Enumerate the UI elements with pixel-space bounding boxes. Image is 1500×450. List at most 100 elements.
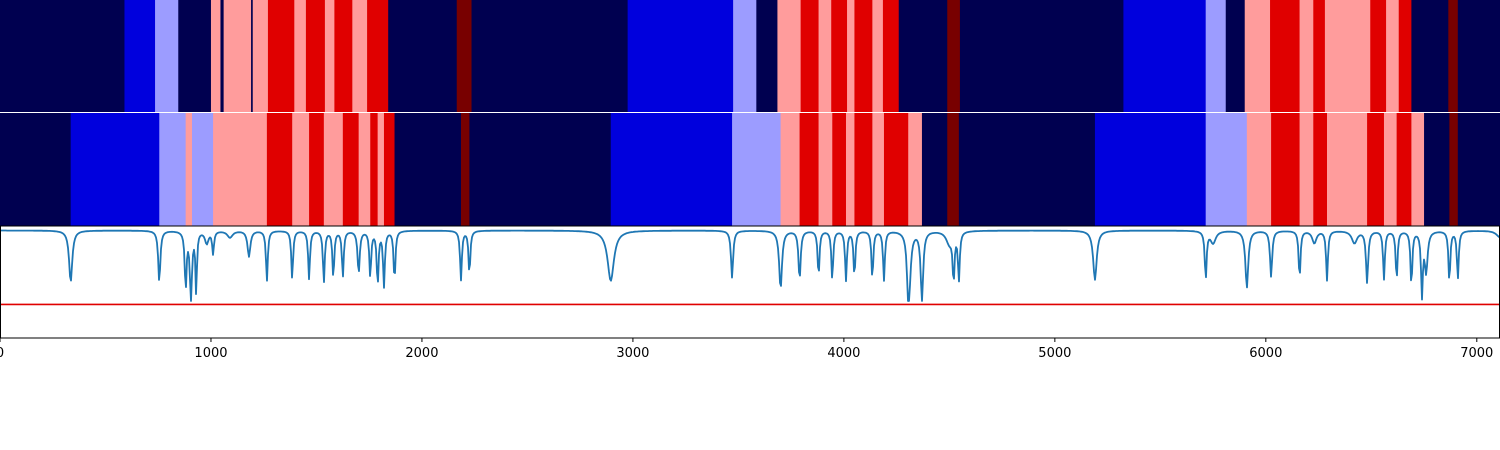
x-tick-label: 5000 (1038, 346, 1071, 361)
segment-light-blue (1205, 113, 1248, 226)
segment-dark-red (1449, 113, 1459, 226)
segment-dark-red (947, 113, 960, 226)
segment-red (266, 113, 293, 226)
segment-light-red (1386, 0, 1400, 112)
segment-dark-blue (388, 0, 458, 112)
segment-dark-blue (251, 0, 254, 112)
segment-red (832, 113, 847, 226)
segment-light-red (294, 0, 307, 112)
segment-dark-blue (1457, 113, 1500, 226)
segment-light-red (210, 0, 221, 112)
segment-red (883, 113, 909, 226)
segment-red (342, 113, 360, 226)
segment-light-blue (159, 113, 187, 226)
segment-light-red (358, 113, 371, 226)
segment-red (854, 0, 873, 112)
segment-light-red (872, 113, 885, 226)
segment-blue (627, 0, 734, 112)
x-tick-label: 4000 (827, 346, 860, 361)
segment-dark-blue (220, 0, 225, 112)
segment-red (305, 0, 326, 112)
x-tick-label: 2000 (405, 346, 438, 361)
score-line (0, 229, 1500, 302)
segment-light-red (1324, 0, 1371, 112)
segment-light-red (908, 113, 923, 226)
segment-light-red (1299, 113, 1314, 226)
segment-light-blue (191, 113, 214, 226)
segment-red (831, 0, 848, 112)
segment-dark-blue (1457, 0, 1500, 112)
segment-dark-red (947, 0, 961, 112)
segment-dark-blue (921, 113, 948, 226)
segment-light-red (777, 0, 802, 112)
segment-light-red (377, 113, 385, 226)
segment-light-red (323, 113, 344, 226)
segment-red (367, 0, 389, 112)
segment-dark-blue (1225, 0, 1246, 112)
segment-light-red (292, 113, 310, 226)
segment-light-red (818, 113, 833, 226)
segment-red (1398, 0, 1412, 112)
segment-red (309, 113, 325, 226)
segment-light-blue (732, 113, 781, 226)
segment-red (370, 113, 379, 226)
segment-dark-blue (0, 0, 125, 112)
segment-light-red (818, 0, 832, 112)
x-tick-label: 7000 (1460, 346, 1493, 361)
segment-dark-blue (469, 113, 612, 226)
segment-red (383, 113, 395, 226)
segment-light-blue (733, 0, 757, 112)
segment-light-red (847, 0, 855, 112)
x-axis: 0 1000 2000 3000 4000 5000 6000 7000 (0, 338, 1493, 361)
segment-blue (610, 113, 733, 226)
segment-dark-blue (1411, 0, 1449, 112)
segment-red (1313, 0, 1326, 112)
x-tick-label: 0 (0, 346, 4, 361)
segment-dark-blue (394, 113, 462, 226)
segment-dark-blue (0, 113, 72, 226)
segment-red (1270, 0, 1300, 112)
segment-red (1367, 113, 1385, 226)
segment-light-blue (155, 0, 179, 112)
segment-dark-red (1448, 0, 1459, 112)
segment-light-blue (1205, 0, 1227, 112)
segment-red (334, 0, 353, 112)
segment-red (1370, 0, 1387, 112)
segment-light-red (1327, 113, 1368, 226)
segment-red (267, 0, 295, 112)
segment-blue (70, 113, 160, 226)
segment-blue (1094, 113, 1207, 226)
segment-light-red (223, 0, 252, 112)
segment-red (799, 113, 819, 226)
segmentation-row-1 (0, 0, 1500, 112)
segment-dark-blue (959, 0, 1124, 112)
segment-light-red (780, 113, 800, 226)
segment-light-red (324, 0, 335, 112)
line-panel-background (0, 226, 1500, 338)
segment-light-red (1411, 113, 1425, 226)
segment-dark-red (460, 113, 470, 226)
segment-red (854, 113, 873, 226)
segment-dark-blue (756, 0, 778, 112)
segment-light-red (845, 113, 855, 226)
segment-dark-red (456, 0, 472, 112)
segment-red (800, 0, 819, 112)
x-tick-label: 6000 (1249, 346, 1282, 361)
segment-blue (1123, 0, 1207, 112)
segment-light-red (1383, 113, 1398, 226)
segment-light-red (252, 0, 269, 112)
segment-light-red (872, 0, 884, 112)
segment-light-red (1299, 0, 1314, 112)
segment-dark-blue (898, 0, 948, 112)
segment-dark-blue (958, 113, 1096, 226)
segment-blue (124, 0, 156, 112)
x-tick-label: 3000 (616, 346, 649, 361)
segment-light-red (1246, 113, 1272, 226)
segment-light-red (185, 113, 193, 226)
segment-red (882, 0, 900, 112)
segment-light-red (1244, 0, 1271, 112)
segment-red (1271, 113, 1300, 226)
segment-dark-blue (471, 0, 629, 112)
segment-light-red (213, 113, 268, 226)
